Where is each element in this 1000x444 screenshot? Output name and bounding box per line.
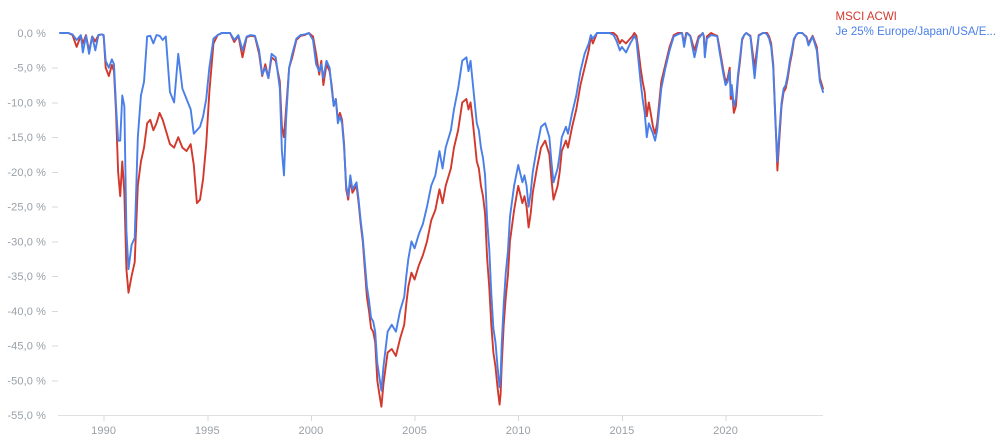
y-axis-tick-label: -15,0 % <box>7 132 46 144</box>
y-axis-ticks: 0,0 % -5,0 % -10,0 % -15,0 % -20,0 % -25,0 % -… <box>7 28 58 422</box>
y-axis-tick-label: -45,0 % <box>7 341 46 353</box>
y-axis-tick-label: 0,0 % <box>17 28 46 40</box>
x-axis-ticks: 1990 1995 2000 2005 2010 2015 2020 <box>91 415 738 437</box>
x-axis-tick-label: 2005 <box>402 425 427 437</box>
x-axis-tick-label: 2015 <box>609 425 634 437</box>
y-axis-tick-label: -30,0 % <box>7 236 46 248</box>
y-axis-tick-label: -5,0 % <box>14 63 47 75</box>
legend-item-portfolio[interactable]: Je 25% Europe/Japan/USA/E... <box>835 26 996 38</box>
y-axis-tick-label: -40,0 % <box>7 306 46 318</box>
y-axis-tick-label: -10,0 % <box>7 97 46 109</box>
series-line-portfolio <box>59 32 824 392</box>
legend-item-msci-acwi[interactable]: MSCI ACWI <box>835 11 897 23</box>
x-axis-tick-label: 2020 <box>713 425 738 437</box>
chart-legend: MSCI ACWI Je 25% Europe/Japan/USA/E... <box>836 10 996 40</box>
y-axis-tick-label: -20,0 % <box>7 167 46 179</box>
y-axis-tick-label: -35,0 % <box>7 271 46 283</box>
x-axis-tick-label: 1990 <box>91 425 116 437</box>
x-axis-tick-label: 1995 <box>195 425 220 437</box>
x-axis-tick-label: 2000 <box>298 425 323 437</box>
series-lines <box>59 32 824 408</box>
y-axis-tick-label: -55,0 % <box>7 410 46 422</box>
x-axis-tick-label: 2010 <box>506 425 531 437</box>
y-axis-tick-label: -25,0 % <box>7 202 46 214</box>
y-axis-tick-label: -50,0 % <box>7 375 46 387</box>
